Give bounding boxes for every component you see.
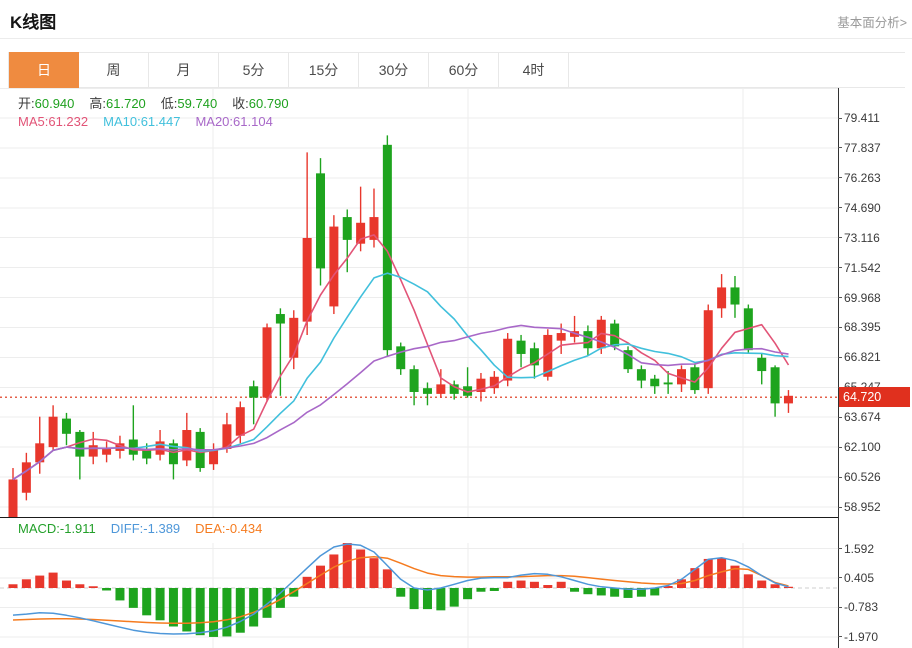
macd-chart-canvas[interactable] [0,543,838,648]
ohlc-row-item: 低:59.740 [160,96,218,111]
fundamental-analysis-link[interactable]: 基本面分析> [837,16,907,30]
axis-tick-label: 77.837 [838,141,881,155]
axis-tick-label: 74.690 [838,201,881,215]
axis-tick-label: -1.970 [838,630,878,644]
panel-divider [0,517,838,518]
axis-tick-label: 68.395 [838,320,881,334]
axis-tick-label: 60.526 [838,470,881,484]
axis-tick-label: 79.411 [838,111,880,125]
tab-week[interactable]: 周 [79,53,149,87]
tab-15min[interactable]: 15分 [289,53,359,87]
axis-tick-label: 71.542 [838,261,881,275]
axis-tick-label: 1.592 [838,542,874,556]
header-divider [0,38,912,39]
axis-tick-label: 73.116 [838,231,880,245]
macd-row-item: MACD:-1.911 [18,521,96,536]
axis-tick-label: 69.968 [838,291,881,305]
macd-row-item: DEA:-0.434 [195,521,263,536]
tab-4hour[interactable]: 4时 [499,53,569,87]
ohlc-row-item: 开:60.940 [18,96,75,111]
current-price-badge: 64.720 [839,387,910,407]
axis-tick-label: 62.100 [838,440,881,454]
ohlc-row-item: 收:60.790 [232,96,289,111]
page-title: K线图 [10,13,57,32]
chart-region: 开:60.940 高:61.720 低:59.740 收:60.790 MA5:61.… [0,88,912,648]
tab-day[interactable]: 日 [9,52,79,88]
macd-row-item: DIFF:-1.389 [110,521,181,536]
main-panel-top-border [0,88,838,89]
ma-readout: MA5:61.232 MA10:61.447 MA20:61.104 [18,114,288,129]
ma-row-item: MA10:61.447 [103,114,181,129]
tab-month[interactable]: 月 [149,53,219,87]
interval-tabbar: 日周月 5分 15分 30分 60分 4时 [8,52,905,88]
main-chart-canvas[interactable] [0,88,838,517]
tab-30min[interactable]: 30分 [359,53,429,87]
axis-tick-label: 63.674 [838,410,881,424]
y-axis-line [838,88,839,648]
axis-tick-label: 0.405 [838,571,874,585]
axis-tick-label: -0.783 [838,600,878,614]
ma-row-item: MA20:61.104 [195,114,273,129]
axis-tick-label: 76.263 [838,171,881,185]
macd-readout: MACD:-1.911 DIFF:-1.389 DEA:-0.434 [18,521,277,536]
tab-5min[interactable]: 5分 [219,53,289,87]
axis-tick-label: 58.952 [838,500,881,514]
tab-60min[interactable]: 60分 [429,53,499,87]
ohlc-row-item: 高:61.720 [89,96,146,111]
ma-row-item: MA5:61.232 [18,114,89,129]
axis-tick-label: 66.821 [838,350,881,364]
ohlc-readout: 开:60.940 高:61.720 低:59.740 收:60.790 [18,93,304,112]
